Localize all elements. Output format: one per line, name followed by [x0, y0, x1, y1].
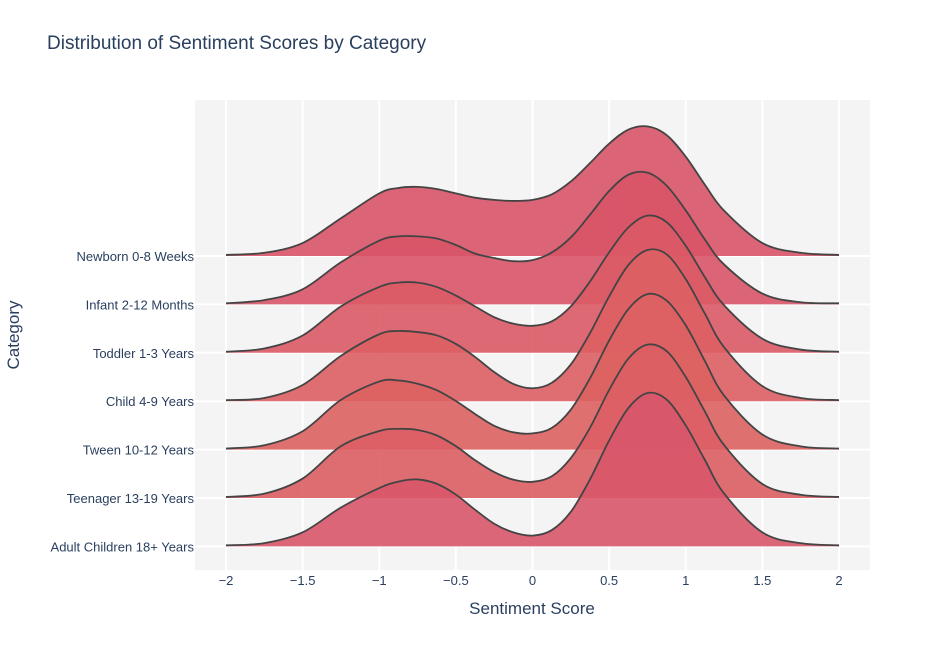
ridge-outline [225, 343, 840, 498]
category-labels: Newborn 0-8 Weeks Infant 2-12 Months Toddl… [51, 249, 195, 554]
x-tick-label: 0.5 [600, 573, 618, 588]
x-tick-label: −1 [372, 573, 387, 588]
x-axis-title: Sentiment Score [469, 599, 595, 618]
ridge-area [226, 392, 839, 547]
ridge-outline [225, 214, 840, 353]
ridge-outline [225, 170, 840, 305]
x-tick-label: 1.5 [753, 573, 771, 588]
ridge-outline [225, 125, 840, 256]
x-tick-label: 1 [682, 573, 689, 588]
category-label: Tween 10-12 Years [83, 443, 195, 458]
category-label: Child 4-9 Years [106, 394, 195, 409]
category-label: Adult Children 18+ Years [51, 539, 195, 554]
x-tick-label: −1.5 [290, 573, 316, 588]
x-tick-label: 2 [835, 573, 842, 588]
x-tick-label: −2 [219, 573, 234, 588]
x-tick-label: −0.5 [443, 573, 469, 588]
ridge-series [225, 125, 840, 547]
category-label: Toddler 1-3 Years [93, 346, 195, 361]
category-label: Infant 2-12 Months [86, 297, 195, 312]
category-label: Newborn 0-8 Weeks [76, 249, 194, 264]
ridge-outline [225, 391, 840, 547]
x-tick-label: 0 [529, 573, 536, 588]
ridge-outline [225, 292, 840, 450]
category-label: Teenager 13-19 Years [67, 491, 195, 506]
y-axis-title: Category [4, 300, 23, 369]
ridge-outline [225, 248, 840, 402]
ridge-7 [225, 391, 840, 547]
x-tick-labels: −2 −1.5 −1 −0.5 0 0.5 1 1.5 2 [219, 573, 843, 588]
chart-title: Distribution of Sentiment Scores by Cate… [47, 33, 427, 54]
